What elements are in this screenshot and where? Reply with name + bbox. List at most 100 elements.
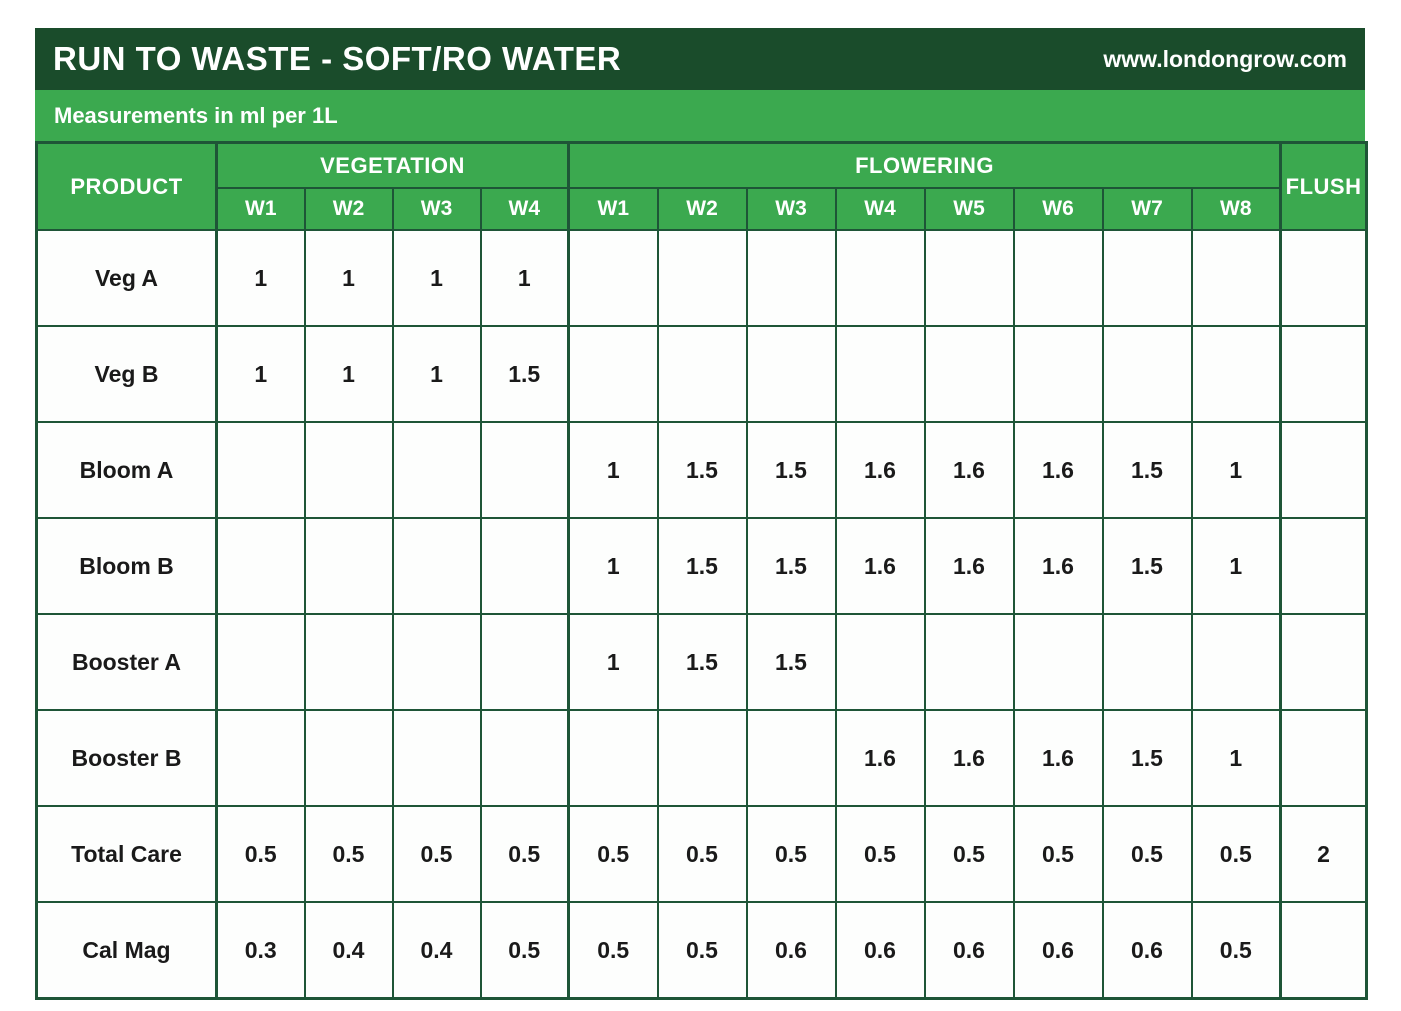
value-cell xyxy=(1279,613,1368,711)
value-cell: 0.5 xyxy=(479,901,570,1000)
value-cell xyxy=(479,613,570,711)
value-cell: 0.6 xyxy=(834,901,926,1000)
value-cell: 1 xyxy=(1190,709,1282,807)
value-cell xyxy=(215,517,306,615)
value-cell xyxy=(303,613,394,711)
value-cell: 0.5 xyxy=(303,805,394,903)
table-row: Total Care 0.5 0.5 0.5 0.5 0.5 0.5 0.5 0.5 0.5 0.5… xyxy=(35,805,1368,903)
value-cell: 0.5 xyxy=(391,805,482,903)
value-cell: 0.5 xyxy=(1101,805,1193,903)
table-row: Booster B 1.6 1.6 1.6 1.5 1 xyxy=(35,709,1368,807)
value-cell xyxy=(923,613,1015,711)
value-cell xyxy=(391,421,482,519)
value-cell xyxy=(1279,325,1368,423)
value-cell: 0.5 xyxy=(1012,805,1104,903)
value-cell xyxy=(215,421,306,519)
feeding-schedule-table: PRODUCT VEGETATION FLOWERING FLUSH W1 W2 W… xyxy=(35,141,1369,1000)
value-cell xyxy=(1279,229,1368,327)
value-cell xyxy=(923,229,1015,327)
value-cell xyxy=(215,709,306,807)
value-cell: 1 xyxy=(1190,421,1282,519)
value-cell xyxy=(745,325,837,423)
product-cell: Total Care xyxy=(35,805,218,903)
value-cell xyxy=(1279,901,1368,1000)
week-header-veg-w1: W1 xyxy=(215,187,306,231)
value-cell: 1.6 xyxy=(1012,709,1104,807)
value-cell: 1.6 xyxy=(834,421,926,519)
value-cell xyxy=(567,229,659,327)
value-cell xyxy=(1279,517,1368,615)
value-cell xyxy=(1279,709,1368,807)
week-header-flower-w2: W2 xyxy=(656,187,748,231)
value-cell: 1 xyxy=(391,325,482,423)
value-cell: 1 xyxy=(303,325,394,423)
value-cell xyxy=(215,613,306,711)
week-header-flower-w6: W6 xyxy=(1012,187,1104,231)
value-cell: 0.5 xyxy=(923,805,1015,903)
value-cell: 1.6 xyxy=(923,421,1015,519)
flush-column-header: FLUSH xyxy=(1279,141,1368,231)
title-bar: RUN TO WASTE - SOFT/RO WATER www.londong… xyxy=(35,28,1365,90)
table-row: Veg B 1 1 1 1.5 xyxy=(35,325,1368,423)
value-cell xyxy=(656,325,748,423)
value-cell: 0.4 xyxy=(303,901,394,1000)
vegetation-group-header: VEGETATION xyxy=(215,141,570,189)
value-cell: 1.5 xyxy=(1101,421,1193,519)
value-cell: 1 xyxy=(567,421,659,519)
value-cell: 1 xyxy=(567,613,659,711)
product-cell: Booster A xyxy=(35,613,218,711)
value-cell: 0.5 xyxy=(567,901,659,1000)
value-cell xyxy=(1190,613,1282,711)
website-url: www.londongrow.com xyxy=(1103,45,1347,72)
product-cell: Veg A xyxy=(35,229,218,327)
week-header-flower-w7: W7 xyxy=(1101,187,1193,231)
value-cell: 2 xyxy=(1279,805,1368,903)
value-cell: 1.5 xyxy=(656,613,748,711)
value-cell: 0.6 xyxy=(1101,901,1193,1000)
value-cell xyxy=(745,229,837,327)
feed-chart-sheet: RUN TO WASTE - SOFT/RO WATER www.londong… xyxy=(35,28,1369,1000)
value-cell: 1.5 xyxy=(1101,517,1193,615)
value-cell xyxy=(303,709,394,807)
value-cell xyxy=(745,709,837,807)
value-cell: 0.5 xyxy=(567,805,659,903)
product-cell: Bloom A xyxy=(35,421,218,519)
value-cell: 1.5 xyxy=(656,421,748,519)
value-cell xyxy=(479,421,570,519)
value-cell: 1 xyxy=(303,229,394,327)
value-cell xyxy=(391,709,482,807)
value-cell xyxy=(834,613,926,711)
value-cell: 1.5 xyxy=(1101,709,1193,807)
value-cell xyxy=(1101,325,1193,423)
value-cell xyxy=(391,517,482,615)
value-cell: 1.6 xyxy=(834,709,926,807)
flowering-group-header: FLOWERING xyxy=(566,141,1282,189)
week-header-veg-w2: W2 xyxy=(303,187,394,231)
value-cell xyxy=(656,229,748,327)
value-cell xyxy=(834,229,926,327)
chart-title: RUN TO WASTE - SOFT/RO WATER xyxy=(53,40,622,77)
value-cell: 1.5 xyxy=(745,517,837,615)
value-cell: 1 xyxy=(1190,517,1282,615)
value-cell: 0.5 xyxy=(479,805,570,903)
value-cell: 0.5 xyxy=(215,805,306,903)
value-cell xyxy=(1101,229,1193,327)
value-cell: 0.6 xyxy=(923,901,1015,1000)
table-row: Cal Mag 0.3 0.4 0.4 0.5 0.5 0.5 0.6 0.6 0.6 0.6 0.6… xyxy=(35,901,1368,1000)
value-cell xyxy=(1279,421,1368,519)
value-cell: 0.5 xyxy=(656,805,748,903)
table-row: Bloom B 1 1.5 1.5 1.6 1.6 1.6 1.5 1 xyxy=(35,517,1368,615)
value-cell: 1.6 xyxy=(1012,517,1104,615)
value-cell xyxy=(1190,325,1282,423)
value-cell xyxy=(923,325,1015,423)
table-row: Bloom A 1 1.5 1.5 1.6 1.6 1.6 1.5 1 xyxy=(35,421,1368,519)
value-cell: 0.3 xyxy=(215,901,306,1000)
value-cell: 1.6 xyxy=(923,517,1015,615)
value-cell xyxy=(1190,229,1282,327)
week-header-veg-w4: W4 xyxy=(479,187,570,231)
value-cell xyxy=(1012,229,1104,327)
value-cell: 1.5 xyxy=(745,613,837,711)
product-cell: Cal Mag xyxy=(35,901,218,1000)
